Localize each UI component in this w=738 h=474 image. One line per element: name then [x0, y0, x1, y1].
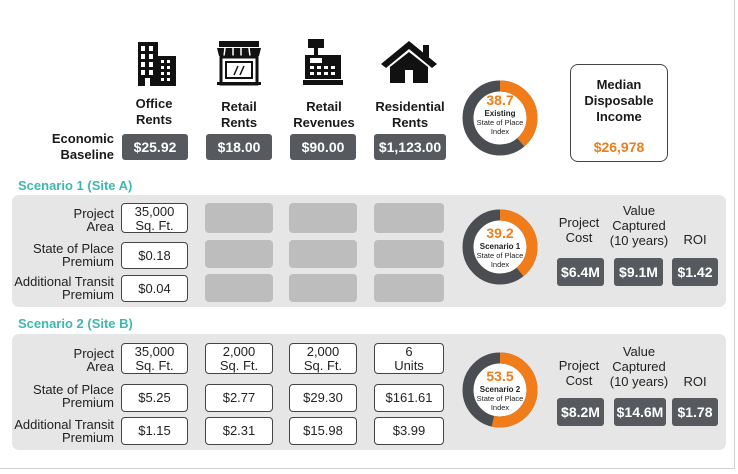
s1-empty-cell — [374, 274, 444, 302]
s2-sop-retail-rev: $29.30 — [289, 384, 357, 412]
existing-index-title: Existing — [484, 109, 516, 118]
scenario-1-index-donut: 39.2 Scenario 1 State of Place Index — [460, 207, 540, 287]
s2-project-area-label: Project Area — [73, 346, 114, 374]
s1-empty-cell — [205, 240, 273, 268]
existing-index-donut: 38.7 Existing State of Place Index — [460, 78, 540, 158]
scenario-2-index-donut: 53.5 Scenario 2 State of Place Index — [460, 350, 540, 430]
scenario-2-index-value: 53.5 — [486, 368, 514, 384]
index-arc — [462, 80, 538, 156]
s2-value-captured-label: Value Captured (10 years) — [609, 344, 669, 389]
s2-sop-retail: $2.77 — [205, 384, 273, 412]
donut-ring — [462, 209, 538, 285]
scenario-2-title: Scenario 2 (Site B) — [18, 316, 133, 331]
s2-roi-label: ROI — [683, 374, 707, 389]
scenario-2-index-title: Scenario 2 — [479, 385, 521, 394]
s2-value-captured-value: $14.6M — [614, 398, 666, 426]
s2-transit-office: $1.15 — [121, 417, 188, 445]
s2-project-cost-value: $8.2M — [557, 398, 604, 426]
s1-transit-premium-value: $0.04 — [121, 275, 188, 302]
s2-office-area: 35,000 Sq. Ft. — [121, 343, 188, 374]
s1-project-cost-label: Project Cost — [558, 215, 600, 245]
office-rents-header: Office Rents — [135, 96, 173, 127]
median-income-value: $26,978 — [593, 139, 645, 155]
residential-rents-header: Residential Rents — [375, 99, 445, 130]
s1-value-captured-value: $9.1M — [614, 258, 663, 286]
index-arc — [462, 352, 538, 428]
retail-revenues-value: $90.00 — [290, 134, 356, 160]
donut-ring — [462, 80, 538, 156]
s2-sop-office: $5.25 — [121, 384, 188, 412]
existing-index-value: 38.7 — [486, 92, 514, 108]
residential-rents-value: $1,123.00 — [374, 134, 446, 160]
s1-sop-premium-value: $0.18 — [121, 242, 188, 269]
retail-rents-value: $18.00 — [206, 134, 272, 160]
cash-register-icon — [303, 39, 343, 85]
donut-ring — [462, 352, 538, 428]
s1-roi-label: ROI — [683, 232, 707, 247]
scenario-2-index-sub: State of Place Index — [476, 394, 524, 412]
s2-sop-residential: $161.61 — [374, 384, 444, 412]
s1-project-cost-value: $6.4M — [557, 258, 604, 286]
s2-roi-value: $1.78 — [672, 398, 718, 426]
retail-revenues-header: Retail Revenues — [293, 99, 355, 130]
scenario-1-index-value: 39.2 — [486, 225, 514, 241]
s1-empty-cell — [289, 274, 357, 302]
existing-index-sub: State of Place Index — [476, 118, 524, 136]
office-rents-value: $25.92 — [122, 134, 188, 160]
s2-transit-residential: $3.99 — [374, 417, 444, 445]
s2-retail-area: 2,000 Sq. Ft. — [205, 343, 273, 374]
s1-project-area-value: 35,000 Sq. Ft. — [121, 203, 188, 233]
s2-transit-premium-label: Additional Transit Premium — [14, 417, 114, 445]
s2-project-cost-label: Project Cost — [558, 358, 600, 388]
s2-transit-retail-rev: $15.98 — [289, 417, 357, 445]
s1-empty-cell — [205, 203, 273, 233]
s1-empty-cell — [289, 240, 357, 268]
s2-sop-premium-label: State of Place Premium — [33, 382, 114, 410]
s2-transit-retail: $2.31 — [205, 417, 273, 445]
s2-retail-rev-area: 2,000 Sq. Ft. — [289, 343, 357, 374]
s1-sop-premium-label: State of Place Premium — [33, 241, 114, 269]
s2-residential-units: 6 Units — [374, 343, 444, 374]
s1-transit-premium-label: Additional Transit Premium — [14, 274, 114, 302]
s1-empty-cell — [374, 203, 444, 233]
office-building-icon — [138, 42, 176, 86]
scenario-1-title: Scenario 1 (Site A) — [18, 178, 133, 193]
s1-project-area-label: Project Area — [73, 206, 114, 234]
economic-baseline-label: Economic Baseline — [51, 131, 114, 162]
house-icon — [381, 41, 437, 83]
retail-rents-header: Retail Rents — [220, 99, 258, 130]
s1-value-captured-label: Value Captured (10 years) — [609, 203, 669, 248]
s1-empty-cell — [205, 274, 273, 302]
median-income-card: Median Disposable Income $26,978 — [570, 64, 668, 162]
median-income-label: Median Disposable Income — [584, 77, 654, 124]
scenario-1-index-title: Scenario 1 — [479, 242, 521, 251]
s1-empty-cell — [374, 240, 444, 268]
s1-roi-value: $1.42 — [672, 258, 718, 286]
storefront-icon — [217, 41, 261, 86]
s1-empty-cell — [289, 203, 357, 233]
index-arc — [462, 209, 538, 285]
scenario-1-index-sub: State of Place Index — [476, 251, 524, 269]
